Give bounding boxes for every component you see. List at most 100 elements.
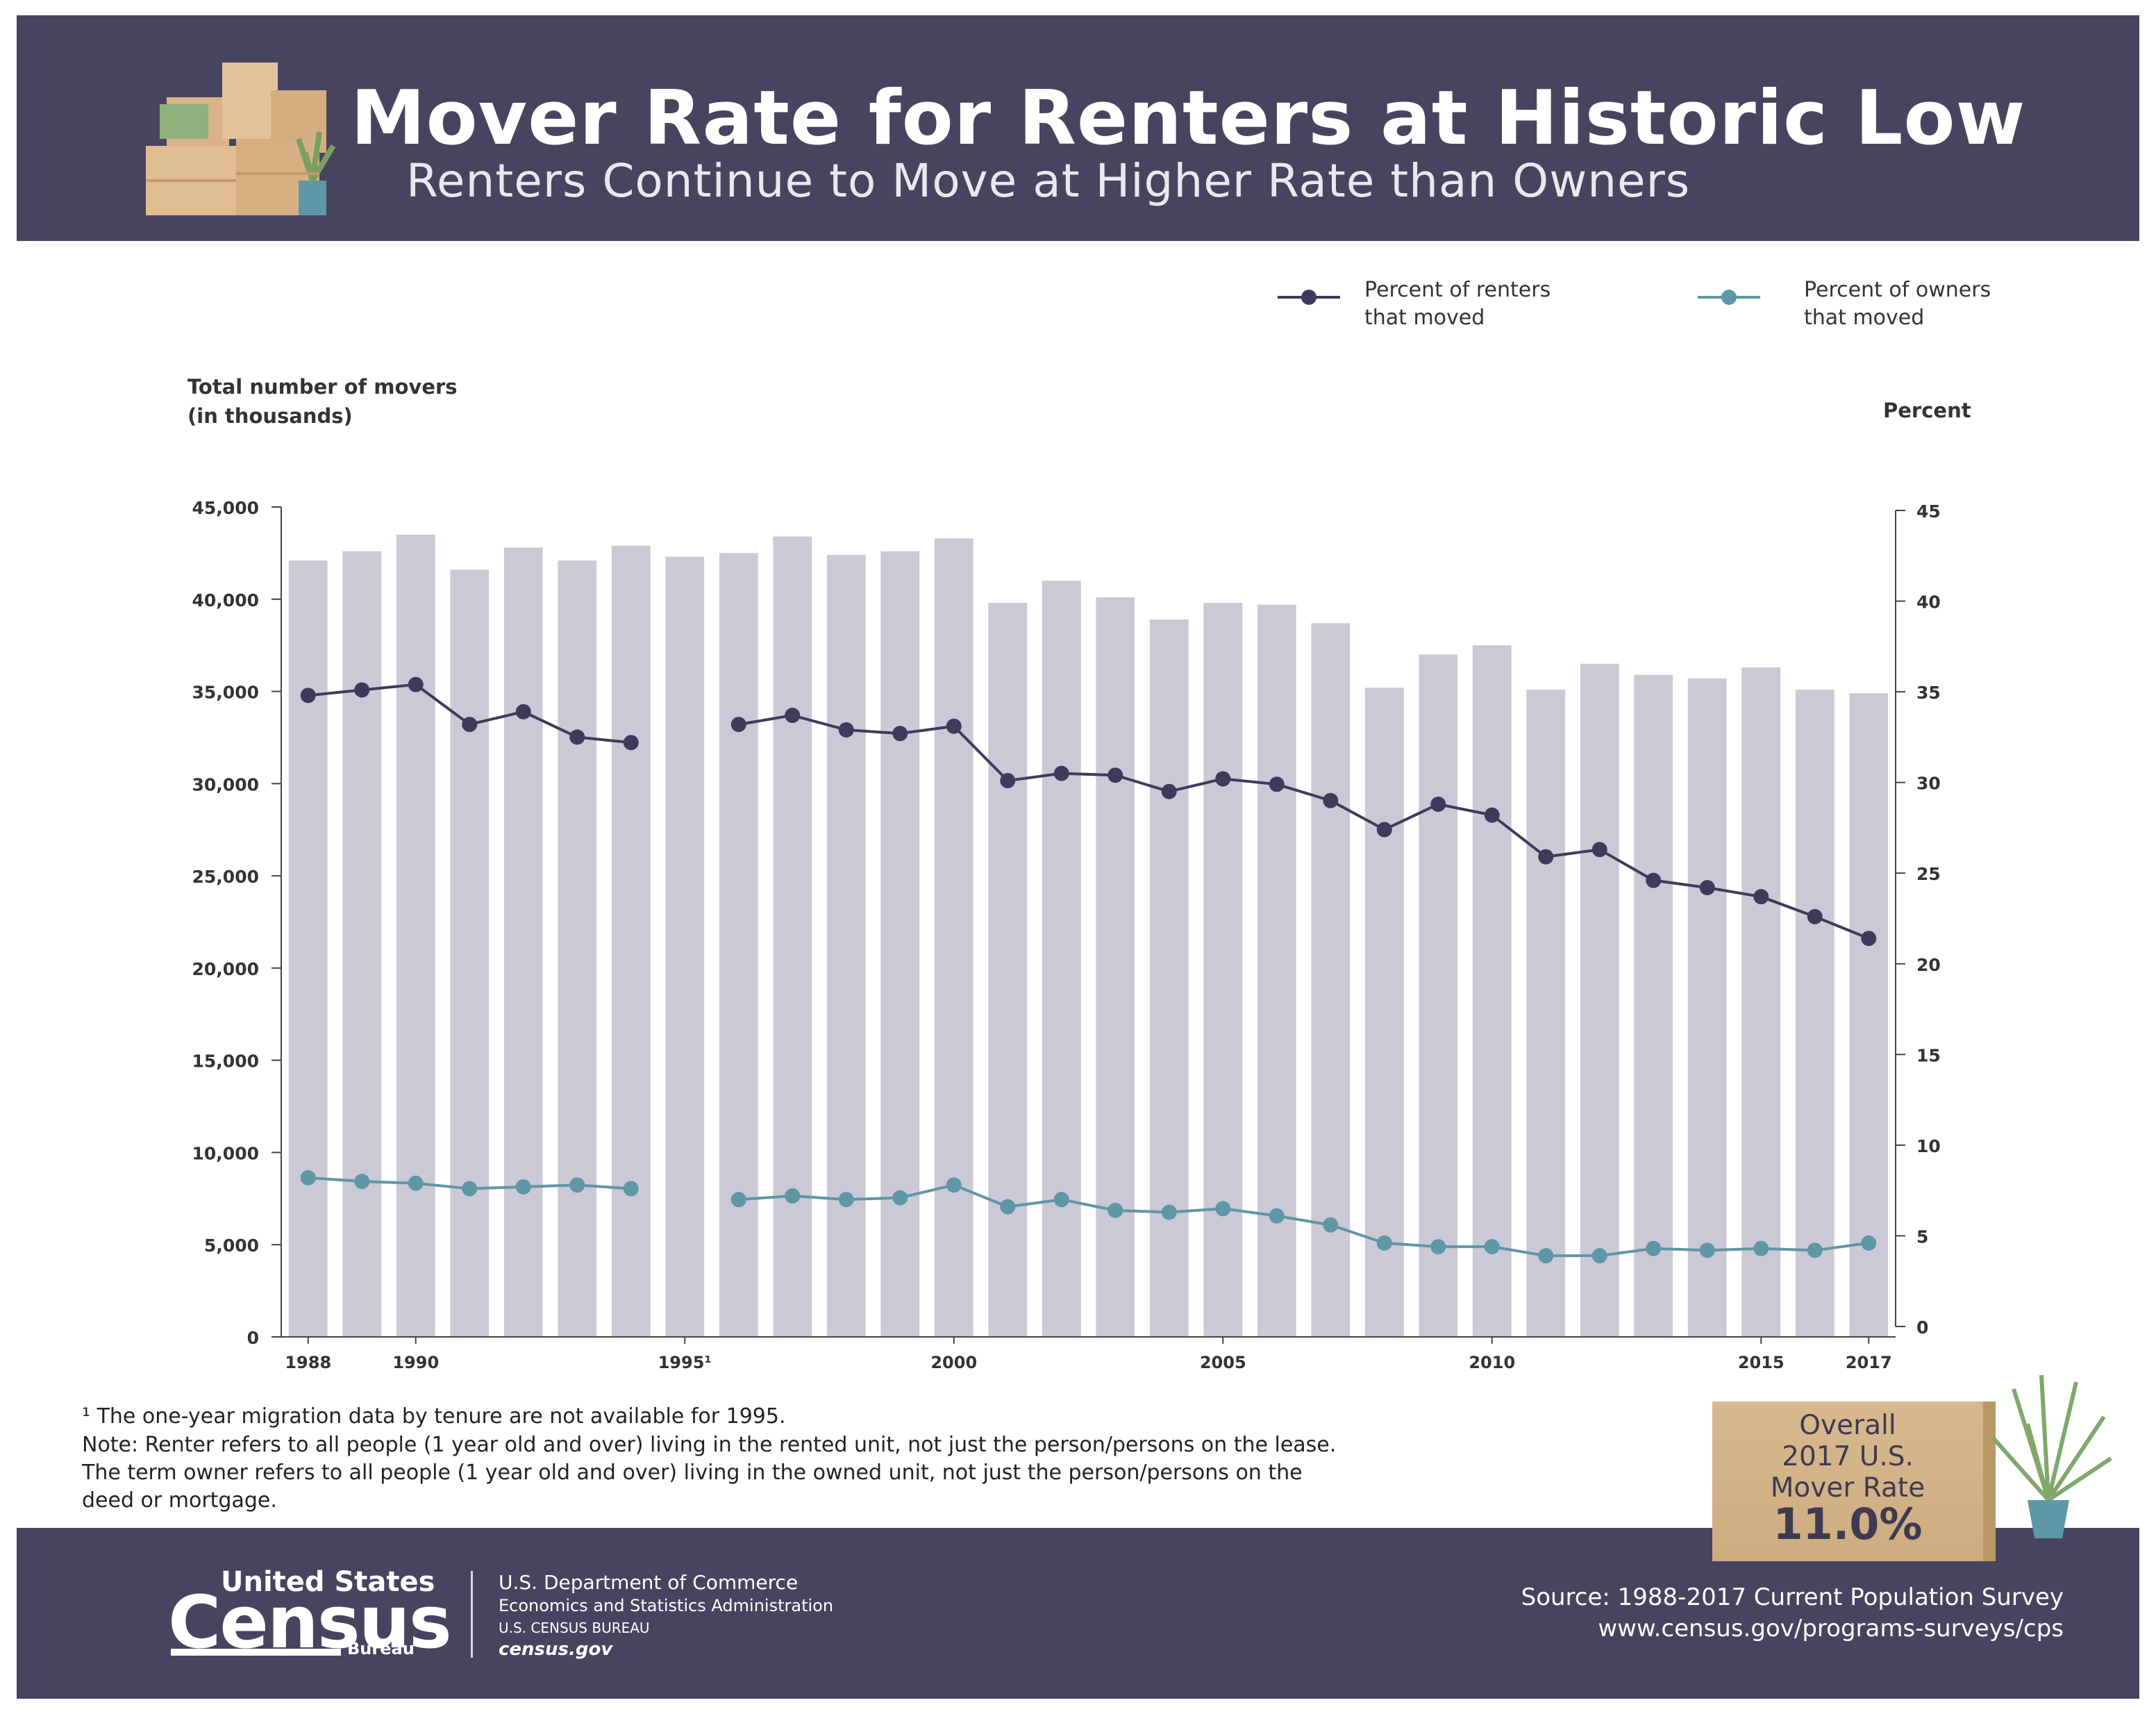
bar-1989 — [342, 551, 382, 1337]
left-tick-label: 45,000 — [192, 498, 259, 518]
plant-icon — [1991, 1374, 2112, 1538]
x-tick-label: 1995¹ — [658, 1353, 712, 1372]
note-line-2: The term owner refers to all people (1 y… — [82, 1461, 1303, 1485]
left-tick-label: 30,000 — [192, 774, 259, 794]
owners-point-1998 — [838, 1192, 854, 1208]
renters-point-2014 — [1699, 880, 1715, 896]
renters-point-2013 — [1646, 872, 1662, 888]
bar-2013 — [1634, 674, 1673, 1337]
renters-point-1996 — [730, 717, 746, 733]
bar-2005 — [1203, 603, 1243, 1337]
owners-point-1989 — [354, 1174, 370, 1190]
x-tick-label: 2010 — [1469, 1353, 1515, 1372]
logo-underline — [171, 1649, 341, 1656]
owners-line-segment-1 — [738, 1183, 1869, 1258]
owners-point-2005 — [1215, 1201, 1231, 1217]
owners-point-1990 — [408, 1175, 424, 1191]
renters-point-2003 — [1108, 767, 1123, 783]
renters-point-2010 — [1484, 807, 1500, 823]
left-tick-label: 20,000 — [192, 959, 259, 979]
renters-point-2007 — [1323, 792, 1339, 808]
owners-point-2003 — [1108, 1202, 1123, 1218]
legend-owners-label: Percent of owners that moved — [1804, 276, 1991, 332]
legend-renters-line1: Percent of renters — [1364, 278, 1551, 302]
bar-2016 — [1795, 689, 1835, 1337]
left-tick-label: 0 — [247, 1328, 259, 1348]
renters-point-1989 — [354, 682, 370, 698]
bar-1988 — [288, 560, 328, 1337]
x-tick-label: 1990 — [392, 1353, 439, 1372]
dept-commerce: U.S. Department of Commerce — [499, 1571, 799, 1594]
right-tick-label: 45 — [1916, 501, 1941, 522]
renters-point-2004 — [1161, 783, 1177, 799]
owners-point-1988 — [300, 1170, 316, 1185]
owners-point-2015 — [1753, 1240, 1769, 1256]
owners-point-1996 — [730, 1192, 746, 1208]
x-tick-label: 2000 — [930, 1353, 977, 1372]
bar-2010 — [1472, 645, 1512, 1337]
bar-2017 — [1849, 693, 1889, 1337]
owners-point-2002 — [1053, 1192, 1069, 1208]
bar-2001 — [988, 603, 1028, 1337]
x-tick-label: 2017 — [1846, 1353, 1892, 1372]
left-tick-label: 40,000 — [192, 590, 259, 610]
left-tick-label: 35,000 — [192, 683, 259, 703]
renters-point-1992 — [515, 704, 531, 719]
bar-2003 — [1096, 597, 1135, 1337]
bar-2009 — [1419, 654, 1458, 1337]
page-subtitle: Renters Continue to Move at Higher Rate … — [406, 154, 1691, 208]
owners-point-2008 — [1376, 1235, 1392, 1251]
bar-1991 — [450, 569, 490, 1338]
renters-point-2008 — [1376, 822, 1392, 838]
census-gov-link[interactable]: census.gov — [499, 1639, 613, 1660]
renters-point-1991 — [462, 717, 478, 733]
left-axis-title: Total number of movers (in thousands) — [187, 372, 458, 431]
renters-point-2006 — [1269, 776, 1285, 792]
owners-point-2001 — [1000, 1199, 1016, 1215]
owners-point-1992 — [515, 1179, 531, 1195]
bar-2008 — [1364, 688, 1404, 1337]
renters-point-1994 — [623, 735, 639, 751]
left-tick-label: 10,000 — [192, 1143, 259, 1163]
left-tick-label: 15,000 — [192, 1051, 259, 1072]
dept-esa: Economics and Statistics Administration — [499, 1596, 834, 1615]
bar-1993 — [558, 560, 597, 1337]
legend-owners-line2: that moved — [1804, 306, 1925, 330]
owners-point-1993 — [569, 1177, 585, 1193]
owners-point-2006 — [1269, 1208, 1285, 1224]
source-url[interactable]: www.census.gov/programs-surveys/cps — [1598, 1615, 2064, 1642]
renters-point-2000 — [946, 718, 962, 734]
owners-point-1991 — [462, 1181, 478, 1197]
callout-line-2: 2017 U.S. — [1782, 1441, 1914, 1472]
legend-owners-marker — [1698, 290, 1760, 305]
owners-point-2004 — [1161, 1204, 1177, 1220]
renters-point-1988 — [300, 688, 316, 704]
right-tick-label: 0 — [1916, 1317, 1928, 1338]
left-axis-title-line2: (in thousands) — [187, 404, 353, 428]
owners-point-2000 — [946, 1177, 962, 1193]
legend-owners-line1: Percent of owners — [1804, 278, 1991, 302]
bar-1992 — [503, 547, 543, 1337]
renters-point-2012 — [1591, 842, 1607, 858]
dept-census-bureau: U.S. CENSUS BUREAU — [499, 1620, 650, 1636]
owners-point-1994 — [623, 1181, 639, 1197]
bar-2000 — [934, 538, 973, 1337]
owners-point-2009 — [1430, 1239, 1446, 1255]
owners-point-1997 — [785, 1188, 801, 1204]
bar-1994 — [611, 545, 651, 1338]
left-tick-label: 5,000 — [204, 1235, 259, 1256]
owners-point-2011 — [1538, 1248, 1554, 1264]
bar-2011 — [1526, 689, 1566, 1337]
x-tick-label: 2005 — [1200, 1353, 1246, 1372]
legend-renters-line2: that moved — [1364, 306, 1485, 330]
left-tick-label: 25,000 — [192, 867, 259, 887]
right-tick-label: 5 — [1916, 1226, 1928, 1247]
x-tick-label: 2015 — [1738, 1353, 1785, 1372]
callout-line-1: Overall — [1799, 1410, 1896, 1441]
right-tick-label: 30 — [1916, 774, 1941, 794]
moving-boxes-icon — [146, 63, 336, 215]
renters-point-1990 — [408, 676, 424, 692]
bar-2006 — [1257, 604, 1296, 1338]
mover-rate-chart: 0 5,000 10,000 15,000 20,000 25,000 30,000 35,0… — [192, 498, 1941, 1372]
bar-2015 — [1741, 667, 1781, 1337]
